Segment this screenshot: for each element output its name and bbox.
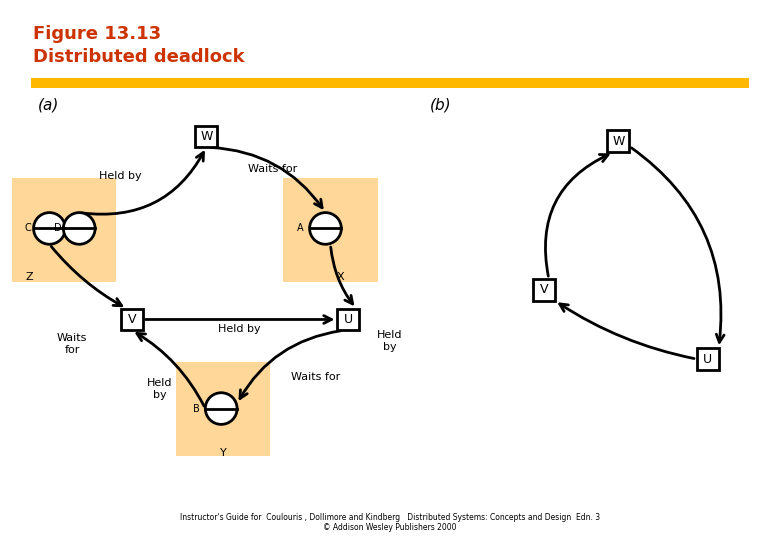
Bar [12, 178, 116, 282]
Text: B: B [193, 403, 200, 414]
Text: (a): (a) [37, 98, 59, 113]
Bar [608, 131, 629, 152]
Text: (b): (b) [430, 98, 452, 113]
Text: V: V [128, 313, 136, 326]
Bar [121, 308, 143, 330]
Text: Distributed deadlock: Distributed deadlock [33, 48, 244, 66]
Circle shape [34, 213, 66, 244]
Text: Held by: Held by [98, 171, 141, 181]
Text: Waits for: Waits for [248, 164, 297, 174]
Circle shape [63, 213, 95, 244]
Text: U: U [703, 353, 712, 366]
Text: Held by: Held by [218, 325, 261, 334]
Bar [338, 308, 360, 330]
Text: Waits for: Waits for [291, 372, 340, 382]
Text: D: D [54, 224, 61, 233]
Bar [176, 362, 271, 456]
Text: Z: Z [26, 272, 34, 282]
Text: A: A [297, 224, 304, 233]
Circle shape [310, 213, 342, 244]
Bar [30, 78, 750, 88]
Bar [283, 178, 378, 282]
Text: Y: Y [220, 448, 226, 458]
Text: Held
by: Held by [147, 378, 172, 400]
Text: X: X [336, 272, 344, 282]
Text: W: W [200, 130, 212, 143]
Text: Figure 13.13: Figure 13.13 [33, 24, 161, 43]
Bar [196, 125, 218, 147]
Text: Instructor's Guide for  Coulouris , Dollimore and Kindberg   Distributed Systems: Instructor's Guide for Coulouris , Dolli… [180, 513, 600, 522]
Circle shape [205, 393, 237, 424]
Text: Held
by: Held by [378, 330, 402, 352]
Text: W: W [612, 135, 625, 148]
Text: C: C [24, 224, 31, 233]
Text: Waits
for: Waits for [57, 333, 87, 355]
Text: V: V [540, 284, 548, 296]
Bar [697, 348, 718, 370]
Text: U: U [344, 313, 353, 326]
Bar [533, 279, 555, 301]
Text: © Addison Wesley Publishers 2000: © Addison Wesley Publishers 2000 [323, 523, 457, 532]
